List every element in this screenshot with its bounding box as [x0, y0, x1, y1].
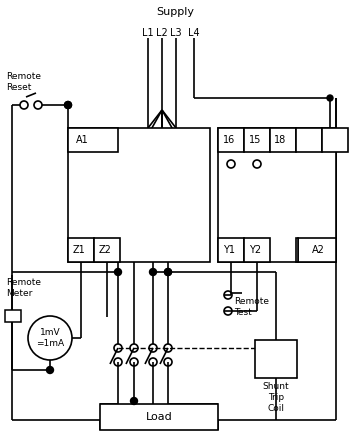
Bar [68, 238, 94, 262]
Bar [244, 238, 270, 262]
Circle shape [165, 269, 172, 275]
Text: 16: 16 [223, 135, 235, 145]
Circle shape [131, 397, 138, 404]
Bar [5, 310, 21, 322]
Bar [255, 340, 297, 378]
Bar [94, 238, 120, 262]
Text: L3: L3 [170, 28, 182, 38]
Bar [218, 128, 336, 262]
Bar [68, 128, 210, 262]
Bar [100, 404, 218, 430]
Circle shape [65, 102, 72, 108]
Circle shape [165, 269, 172, 275]
Text: 18: 18 [274, 135, 286, 145]
Bar [218, 128, 244, 152]
Bar [218, 238, 244, 262]
Text: Y2: Y2 [249, 245, 261, 255]
Text: Shunt
Trip
Coil: Shunt Trip Coil [263, 382, 289, 413]
Bar [68, 128, 118, 152]
Text: Remote
Reset: Remote Reset [6, 72, 41, 92]
Text: A1: A1 [76, 135, 89, 145]
Text: Z1: Z1 [73, 245, 86, 255]
Text: Z2: Z2 [99, 245, 112, 255]
Circle shape [150, 269, 157, 275]
Text: L1: L1 [142, 28, 154, 38]
Bar [298, 238, 336, 262]
Text: L2: L2 [156, 28, 168, 38]
Bar [296, 238, 298, 262]
Text: L4: L4 [188, 28, 200, 38]
Circle shape [65, 102, 72, 108]
Text: 1mV
=1mA: 1mV =1mA [36, 328, 64, 348]
Bar [296, 128, 322, 152]
Bar [270, 128, 296, 152]
Text: 15: 15 [249, 135, 261, 145]
Circle shape [327, 95, 333, 101]
Bar [322, 128, 348, 152]
Text: Supply: Supply [156, 7, 194, 17]
Text: Y1: Y1 [223, 245, 235, 255]
Text: Load: Load [146, 412, 172, 422]
Text: A2: A2 [312, 245, 325, 255]
Text: Remote
Meter: Remote Meter [6, 278, 41, 298]
Circle shape [46, 366, 53, 373]
Bar [244, 128, 270, 152]
Circle shape [114, 269, 121, 275]
Text: Remote
Test: Remote Test [234, 297, 269, 317]
